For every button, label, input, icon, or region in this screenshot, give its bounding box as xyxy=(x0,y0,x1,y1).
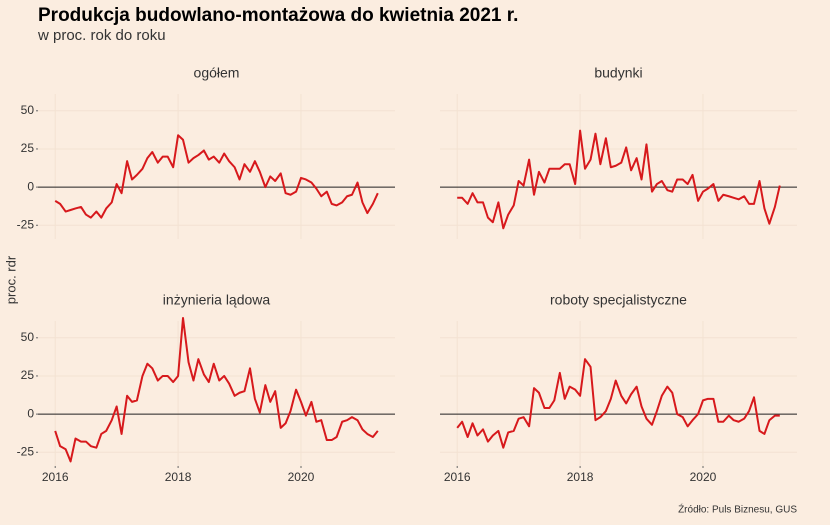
y-tick-label: 25 xyxy=(21,141,35,155)
data-line xyxy=(54,134,379,219)
y-axis-label: proc. rdr xyxy=(3,255,18,304)
y-tick-label: 50 xyxy=(21,330,35,344)
data-line xyxy=(457,129,781,230)
y-tick-label: 25 xyxy=(21,368,35,382)
x-tick-label: 2020 xyxy=(288,470,315,484)
y-tick-label: 50 xyxy=(21,103,35,117)
x-tick-label: 2018 xyxy=(165,470,192,484)
data-line xyxy=(456,358,780,449)
panel-title: inżynieria lądowa xyxy=(163,292,271,308)
panel-title: roboty specjalistyczne xyxy=(550,292,687,308)
panel-title: budynki xyxy=(594,65,642,81)
y-tick-label: 0 xyxy=(27,406,34,420)
x-tick-label: 2016 xyxy=(42,470,69,484)
data-line xyxy=(54,316,379,463)
x-tick-label: 2016 xyxy=(444,470,471,484)
chart-title: Produkcja budowlano-montażowa do kwietni… xyxy=(38,5,518,26)
y-tick-label: -25 xyxy=(17,217,35,231)
x-tick-label: 2018 xyxy=(567,470,594,484)
chart-subtitle: w proc. rok do roku xyxy=(37,27,166,44)
x-tick-label: 2020 xyxy=(690,470,717,484)
panel-title: ogółem xyxy=(194,65,240,81)
y-tick-label: 0 xyxy=(27,179,34,193)
y-tick-label: -25 xyxy=(17,444,35,458)
source: Źródło: Puls Biznesu, GUS xyxy=(678,503,797,516)
